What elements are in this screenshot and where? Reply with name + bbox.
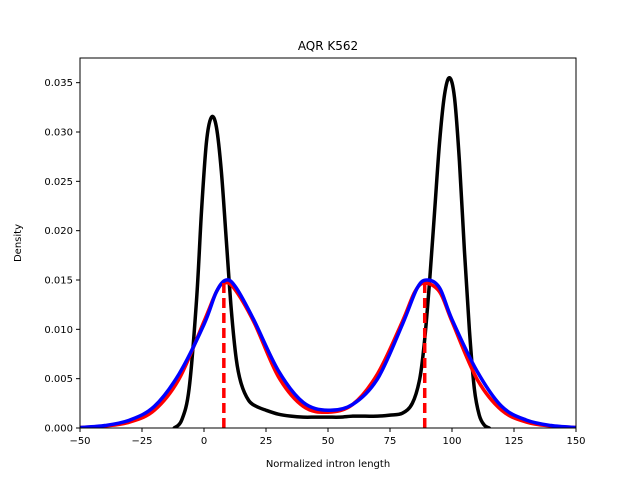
x-tick-label: 25 [260,436,273,447]
y-axis-label: Density [13,224,24,262]
chart-title: AQR K562 [298,39,358,53]
y-tick-label: 0.015 [44,276,73,287]
x-tick-label: 150 [566,436,585,447]
x-tick-label: −25 [131,436,152,447]
x-tick-label: 50 [322,436,335,447]
y-tick-label: 0.005 [44,374,73,385]
y-axis: 0.000 0.005 0.010 0.015 0.020 0.025 0.030 0.035 [44,78,80,435]
y-tick-label: 0.030 [44,128,73,139]
x-tick-label: 100 [442,436,461,447]
density-curve-red [80,280,576,428]
x-tick-label: 125 [504,436,523,447]
density-curve-blue [80,278,576,428]
y-tick-label: 0.020 [44,226,73,237]
density-curve-black [172,75,491,428]
y-tick-label: 0.010 [44,325,73,336]
x-tick-label: −50 [69,436,90,447]
plot-frame [79,57,577,429]
plot-area [80,75,576,428]
y-tick-label: 0.035 [44,78,73,89]
x-tick-label: 0 [201,436,207,447]
x-axis-label: Normalized intron length [266,459,390,470]
x-axis: −50 −25 0 25 50 75 100 125 150 [69,428,586,447]
y-tick-label: 0.000 [44,424,73,435]
y-tick-label: 0.025 [44,177,73,188]
x-tick-label: 75 [384,436,397,447]
